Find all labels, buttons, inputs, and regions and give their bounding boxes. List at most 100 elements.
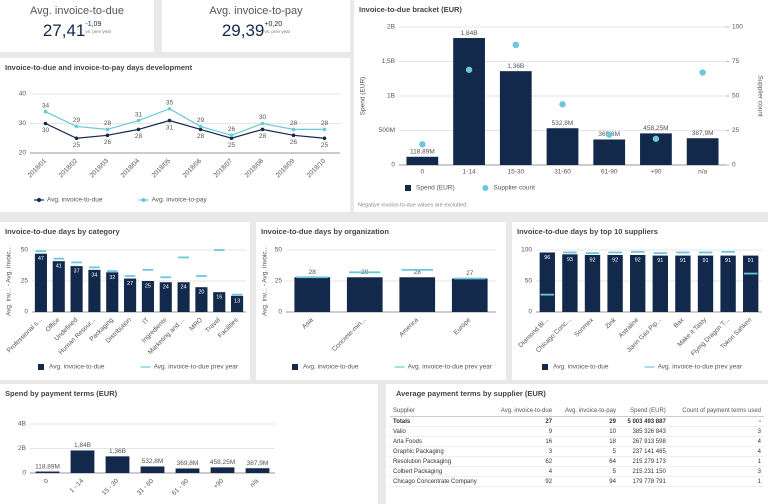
kpi-delta: -1,09 xyxy=(85,21,102,28)
table-cell: Valio xyxy=(390,426,491,437)
data-label: 369,8M xyxy=(177,460,199,467)
table-cell: 3 xyxy=(668,466,764,477)
data-label: 26 xyxy=(290,139,298,146)
point xyxy=(43,109,48,114)
point xyxy=(136,118,141,123)
data-label: 24 xyxy=(181,285,187,291)
chart-panel: 0 50 100 Diamond Bl... Chicago Conc... Sonmex… xyxy=(512,222,768,380)
x-tick-label: n/a xyxy=(698,169,707,176)
legend-label: Avg. invoice-to-due xyxy=(49,364,105,371)
data-label: 28 xyxy=(321,120,329,127)
table-cell: Totals xyxy=(390,416,491,427)
table-cell: 4 xyxy=(668,436,764,447)
x-tick-label: Bax xyxy=(673,316,686,329)
kpi-note: vs. prev year xyxy=(264,29,291,34)
chart-panel: 20 30 40 2018/01 2018/02 2018/03 2018/04 2018/0… xyxy=(0,58,350,212)
x-tick-label: America xyxy=(398,316,420,338)
data-label: 28 xyxy=(414,269,422,276)
data-label: 93 xyxy=(567,257,573,263)
bar xyxy=(52,261,65,312)
legend-label: Supplier count xyxy=(493,185,535,192)
data-label: 25 xyxy=(73,142,81,149)
bar xyxy=(607,254,623,312)
x-tick-label: 15 - 30 xyxy=(101,477,121,497)
chart-title: Invoice-to-due bracket (EUR) xyxy=(359,5,462,14)
x-tick-label: 15-30 xyxy=(507,169,524,176)
chart: 0 25 50 Avg. inv... - Avg. invoic...Profess… xyxy=(6,246,246,371)
chart-title: Invoice-to-due days by organization xyxy=(261,227,389,236)
x-tick-label: 2018/05 xyxy=(151,157,173,179)
x-tick-label: Facilities xyxy=(217,316,240,339)
data-label: 1,84B xyxy=(74,442,91,449)
table-row: Colbert Packaging 4 5 215 231 150 3 xyxy=(390,466,764,477)
data-label: 1,84B xyxy=(461,30,478,37)
y-axis-label: Avg. inv... - Avg. invoic... xyxy=(6,246,13,316)
data-label: 91 xyxy=(657,258,663,264)
data-label: 29 xyxy=(73,117,81,124)
x-tick-label: 2018/06 xyxy=(182,157,204,179)
table-row: Resolution Packaging 62 64 215 279 173 1 xyxy=(390,456,764,467)
bar xyxy=(346,277,383,312)
legend-label: Avg. invoice-to-due xyxy=(303,364,359,371)
legend-swatch xyxy=(37,198,41,202)
table-cell: 5 xyxy=(555,446,619,457)
chart-panel: 0 2B 4B 0 1 - 14 15 - 30 31 - 60 61 - 90 +90 n/a 1… xyxy=(0,384,378,504)
point xyxy=(465,66,473,73)
data-label: 28 xyxy=(309,269,317,276)
point xyxy=(74,136,79,141)
chart-title: Invoice-to-due days by top 10 suppliers xyxy=(517,227,658,236)
chart-title: Invoice-to-due and invoice-to-pay days d… xyxy=(5,63,193,72)
chart: 0 500M 1B 1,5B 2B 0 25 50 75 100 Spend (EUR) Suppli… xyxy=(358,24,763,209)
y2-tick-label: 100 xyxy=(732,24,743,31)
column-header: Avg. invoice-to-pay xyxy=(555,406,619,417)
table-cell: Graphic Packaging xyxy=(390,446,491,457)
y2-tick-label: 75 xyxy=(732,58,740,65)
table-cell: 10 xyxy=(555,426,619,437)
data-label: 92 xyxy=(635,257,641,263)
chart-title: Invoice-to-due days by category xyxy=(5,227,120,236)
x-tick-label: Sonmex xyxy=(573,316,595,338)
y-tick-label: 2B xyxy=(18,445,26,452)
data-label: 387,9M xyxy=(247,460,269,467)
table-cell: 3 xyxy=(668,426,764,437)
point xyxy=(652,135,660,142)
y-tick-label: 4B xyxy=(18,421,26,428)
table-cell: 385 326 843 xyxy=(618,426,669,437)
table-panel: Average payment terms by supplier (EUR) … xyxy=(386,384,768,504)
table-cell: Chicago Concentrate Company xyxy=(390,476,491,487)
x-tick-label: 31-60 xyxy=(554,169,571,176)
bar xyxy=(630,254,646,312)
bar xyxy=(141,281,154,312)
totals-row: Totals 27 29 5 003 493 887- xyxy=(390,416,764,427)
y-axis-label: Avg. inv... - Avg. invoic... xyxy=(262,246,269,316)
point xyxy=(105,127,110,132)
point xyxy=(291,127,296,132)
y2-tick-label: 25 xyxy=(732,127,740,134)
legend-label: Avg. invoice-to-due xyxy=(47,197,103,204)
y-tick-label: 25 xyxy=(275,278,283,285)
legend-label: Spend (EUR) xyxy=(416,185,455,192)
y-tick-label: 1,5B xyxy=(382,58,395,65)
legend-label: Avg. invoice-to-due prev year xyxy=(154,364,239,371)
bar xyxy=(294,277,331,312)
data-label: 96 xyxy=(544,255,550,261)
data-label: 32 xyxy=(109,275,115,281)
data-label: 13 xyxy=(234,298,240,304)
table-cell: 3 xyxy=(490,446,556,457)
chart-panel: 0 25 50 Avg. inv... - Avg. invoic... Profess… xyxy=(0,222,250,380)
x-tick-label: 1-14 xyxy=(463,169,476,176)
table-cell: 16 xyxy=(490,436,556,447)
data-label: 25 xyxy=(228,142,236,149)
point xyxy=(322,136,327,141)
table-cell: 62 xyxy=(490,456,556,467)
x-tick-label: n/a xyxy=(249,477,261,489)
data-label: 118,89M xyxy=(35,463,60,470)
bar xyxy=(499,71,532,165)
x-tick-label: 2018/01 xyxy=(27,157,49,179)
x-tick-label: 61-90 xyxy=(601,169,618,176)
data-label: 20 xyxy=(198,290,204,296)
column-header: Supplier xyxy=(390,406,491,417)
data-label: 91 xyxy=(748,258,754,264)
table-cell: 94 xyxy=(555,476,619,487)
